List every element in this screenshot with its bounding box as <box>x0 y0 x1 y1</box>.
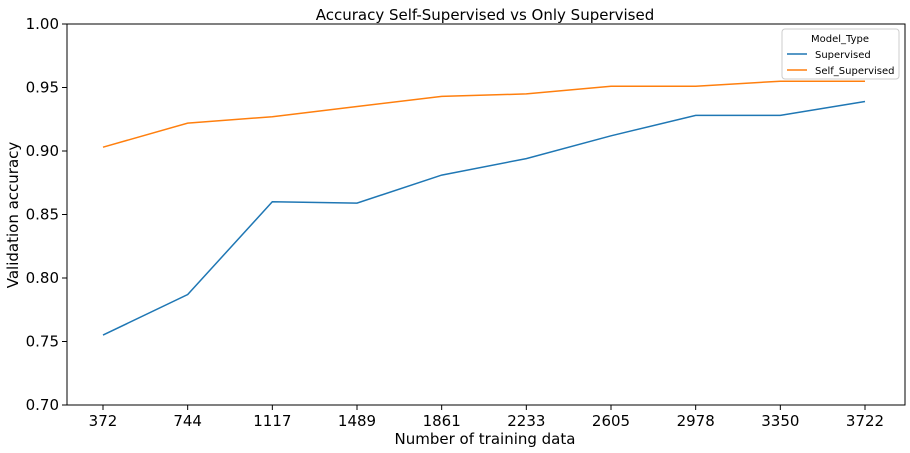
y-tick-label: 0.75 <box>26 333 59 351</box>
x-tick-label: 744 <box>173 412 202 430</box>
series-line-supervised <box>102 100 866 336</box>
x-tick-label: 1117 <box>253 412 291 430</box>
x-tick-label: 2233 <box>507 412 545 430</box>
x-axis: 372 744 1117 1489 1861 2233 2605 2978 3350 3722 <box>89 405 884 430</box>
y-tick-label: 0.70 <box>26 396 59 414</box>
x-tick-label: 1489 <box>338 412 376 430</box>
x-tick-label: 3350 <box>761 412 799 430</box>
plot-area <box>66 23 906 406</box>
y-tick-label: 1.00 <box>26 15 59 33</box>
x-tick-label: 2605 <box>592 412 630 430</box>
legend-title: Model_Type <box>811 34 869 45</box>
x-axis-label: Number of training data <box>395 430 576 448</box>
x-tick-label: 1861 <box>423 412 461 430</box>
series-line-self-supervised <box>102 80 865 148</box>
series-layer <box>102 80 866 336</box>
y-axis: 0.70 0.75 0.80 0.85 0.90 0.95 1.00 <box>26 15 67 414</box>
legend-label-supervised: Supervised <box>815 50 871 61</box>
x-tick-label: 372 <box>89 412 118 430</box>
y-tick-label: 0.90 <box>26 142 59 160</box>
x-tick-label: 3722 <box>846 412 884 430</box>
x-tick-label: 2978 <box>677 412 715 430</box>
y-axis-label: Validation accuracy <box>4 142 22 289</box>
chart-title: Accuracy Self-Supervised vs Only Supervi… <box>316 6 655 24</box>
legend-box <box>781 28 900 80</box>
y-tick-label: 0.80 <box>26 269 59 287</box>
y-tick-label: 0.95 <box>26 79 59 97</box>
legend-label-self-supervised: Self_Supervised <box>815 66 895 77</box>
legend: Model_Type Supervised Self_Supervised <box>781 28 900 80</box>
y-tick-label: 0.85 <box>26 206 59 224</box>
